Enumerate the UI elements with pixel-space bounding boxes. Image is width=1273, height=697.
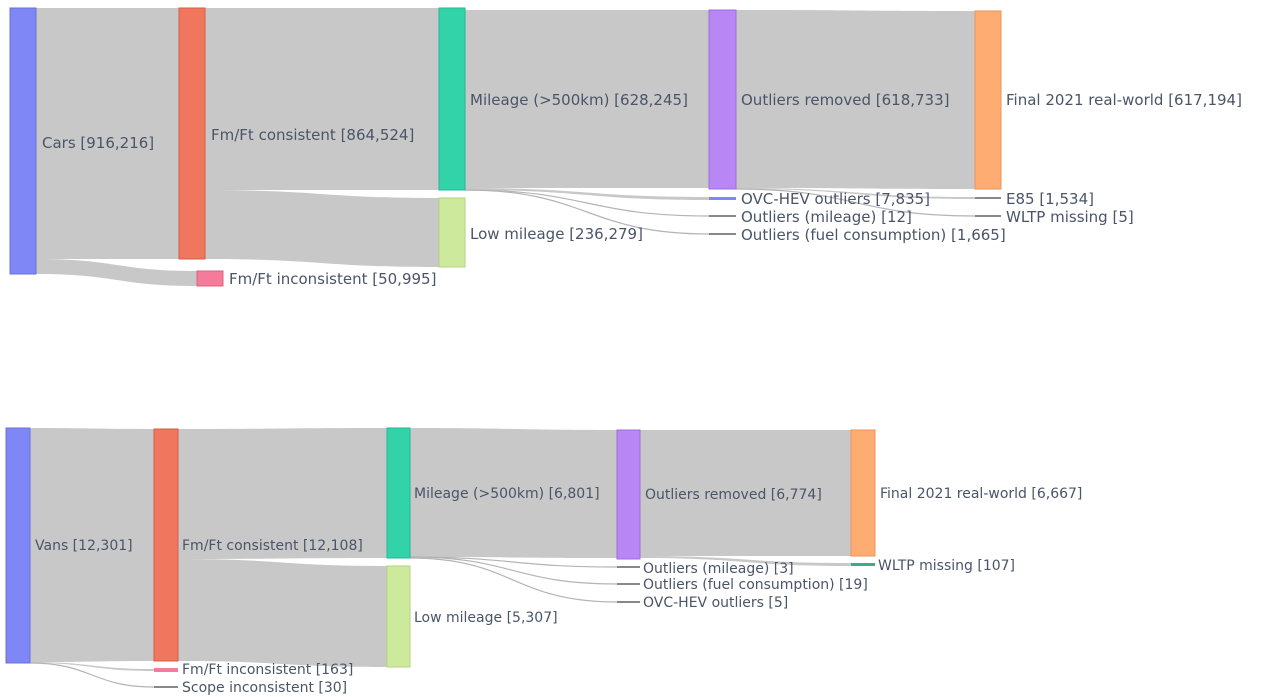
label-vans-wltp: WLTP missing [107] bbox=[878, 558, 1015, 574]
node-vans-fm-inconsistent[interactable] bbox=[154, 668, 178, 672]
link-mileage-out-mileage bbox=[464, 189, 710, 217]
vans-sankey: Vans [12,301] Fm/Ft consistent [12,108] … bbox=[5, 427, 1082, 696]
label-mileage: Mileage (>500km) [628,245] bbox=[470, 91, 688, 109]
label-vans-mileage: Mileage (>500km) [6,801] bbox=[414, 486, 600, 502]
node-vans[interactable] bbox=[5, 427, 31, 664]
label-e85: E85 [1,534] bbox=[1006, 190, 1094, 208]
node-ovc[interactable] bbox=[709, 197, 736, 200]
node-cars[interactable] bbox=[9, 7, 37, 275]
link-cars-fm-consistent bbox=[36, 8, 179, 259]
label-vans: Vans [12,301] bbox=[35, 538, 133, 554]
link-mileage-out-fuel bbox=[464, 189, 710, 235]
cars-sankey: Cars [916,216] Fm/Ft consistent [864,524… bbox=[9, 7, 1242, 288]
link-vans-fm-consistent bbox=[30, 428, 154, 662]
node-vans-out-fuel[interactable] bbox=[617, 583, 640, 585]
link-vans-mileage-ovc bbox=[409, 557, 618, 603]
label-vans-final: Final 2021 real-world [6,667] bbox=[880, 486, 1082, 502]
label-low-mileage: Low mileage [236,279] bbox=[470, 225, 643, 243]
link-vans-fm-inconsistent bbox=[30, 662, 154, 671]
label-vans-outliers-removed: Outliers removed [6,774] bbox=[645, 487, 822, 503]
node-vans-mileage[interactable] bbox=[386, 427, 411, 559]
label-vans-fm-consistent: Fm/Ft consistent [12,108] bbox=[182, 538, 363, 554]
label-ovc: OVC-HEV outliers [7,835] bbox=[741, 190, 930, 208]
label-wltp: WLTP missing [5] bbox=[1006, 208, 1134, 226]
link-vans-outliers-final bbox=[640, 430, 851, 556]
link-vans-fm-mileage bbox=[178, 428, 387, 559]
label-out-fuel: Outliers (fuel consumption) [1,665] bbox=[741, 226, 1006, 244]
link-cars-fm-inconsistent bbox=[36, 259, 197, 286]
node-vans-fm-consistent[interactable] bbox=[153, 428, 179, 662]
label-vans-low-mileage: Low mileage [5,307] bbox=[414, 610, 558, 626]
link-vans-scope-inconsistent bbox=[29, 662, 155, 688]
label-fm-inconsistent: Fm/Ft inconsistent [50,995] bbox=[229, 270, 436, 288]
label-final: Final 2021 real-world [617,194] bbox=[1006, 91, 1242, 109]
node-vans-out-mileage[interactable] bbox=[617, 566, 640, 568]
label-cars: Cars [916,216] bbox=[42, 134, 154, 152]
link-fm-mileage bbox=[205, 8, 439, 190]
label-vans-out-fuel: Outliers (fuel consumption) [19] bbox=[643, 577, 868, 593]
node-fm-inconsistent[interactable] bbox=[196, 270, 224, 287]
link-outliers-final bbox=[736, 10, 975, 189]
node-fm-consistent[interactable] bbox=[178, 7, 206, 260]
node-vans-ovc[interactable] bbox=[617, 601, 640, 603]
link-vans-mileage-out-fuel bbox=[409, 556, 618, 585]
label-outliers-removed: Outliers removed [618,733] bbox=[741, 91, 950, 109]
node-out-fuel[interactable] bbox=[709, 233, 736, 235]
link-mileage-ovc bbox=[465, 188, 709, 200]
link-outliers-e85 bbox=[736, 188, 975, 199]
node-vans-low-mileage[interactable] bbox=[386, 565, 411, 668]
link-vans-fm-low-mileage bbox=[178, 559, 387, 667]
label-out-mileage: Outliers (mileage) [12] bbox=[741, 208, 912, 226]
node-vans-scope-inconsistent[interactable] bbox=[154, 686, 178, 688]
node-final[interactable] bbox=[974, 10, 1002, 190]
node-outliers-removed[interactable] bbox=[708, 9, 737, 190]
node-low-mileage[interactable] bbox=[438, 197, 466, 268]
node-out-mileage[interactable] bbox=[709, 215, 736, 217]
label-vans-out-mileage: Outliers (mileage) [3] bbox=[643, 561, 794, 577]
node-e85[interactable] bbox=[975, 197, 1001, 199]
node-vans-wltp[interactable] bbox=[851, 563, 875, 566]
link-outliers-wltp bbox=[735, 188, 976, 217]
node-vans-final[interactable] bbox=[850, 429, 876, 557]
link-vans-mileage-outliers bbox=[410, 428, 617, 558]
label-vans-fm-inconsistent: Fm/Ft inconsistent [163] bbox=[182, 662, 353, 678]
node-mileage[interactable] bbox=[438, 7, 466, 191]
link-vans-mileage-out-mileage bbox=[409, 556, 618, 568]
link-mileage-outliers-removed bbox=[465, 10, 709, 188]
label-vans-scope-inconsistent: Scope inconsistent [30] bbox=[182, 680, 347, 696]
link-vans-outliers-wltp bbox=[640, 556, 851, 566]
label-fm-consistent: Fm/Ft consistent [864,524] bbox=[211, 126, 414, 144]
label-vans-ovc: OVC-HEV outliers [5] bbox=[643, 595, 788, 611]
node-vans-outliers-removed[interactable] bbox=[616, 429, 641, 560]
node-wltp[interactable] bbox=[975, 215, 1001, 217]
link-fm-low-mileage bbox=[205, 190, 439, 267]
